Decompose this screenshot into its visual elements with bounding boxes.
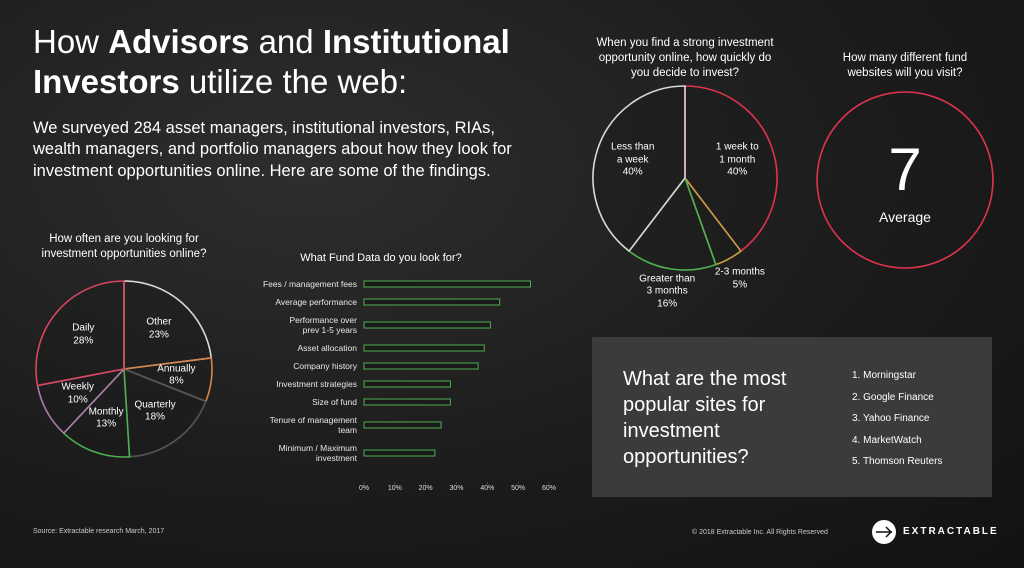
slice-name: 1 week to 1 month — [715, 141, 759, 166]
bar-label: Investment strategies — [276, 378, 357, 389]
source-note: Source: Extractable research March, 2017 — [33, 528, 165, 535]
pie-slice — [592, 85, 686, 252]
site-item: 5. Thomson Reuters — [852, 456, 943, 467]
x-tick-label: 60% — [541, 485, 556, 492]
slice-label: Annually 8% — [126, 363, 226, 388]
slice-name: Monthly — [88, 406, 124, 418]
bar-label: Size of fund — [312, 396, 357, 407]
slice-label: 1 week to 1 month 40% — [687, 142, 787, 180]
bar — [363, 398, 451, 406]
slice-name: Quarterly — [134, 399, 176, 411]
pie-slice — [123, 368, 207, 458]
title-part: utilize the web: — [179, 62, 408, 100]
bar — [363, 298, 501, 306]
slice-name: Less than a week — [611, 141, 655, 166]
question: How many different fund websites will yo… — [842, 52, 968, 79]
pie-slice — [35, 280, 125, 387]
pie-slice — [123, 280, 213, 370]
slice-value: 28% — [73, 335, 94, 347]
slice-label: Weekly 10% — [28, 382, 128, 407]
slice-value: 40% — [727, 166, 748, 178]
slice-value: 23% — [148, 329, 169, 341]
pie-slice — [684, 85, 778, 252]
slice-label: Less than a week 40% — [583, 142, 683, 180]
stat-value: 7 — [888, 136, 922, 203]
title-part: Institutional Investors — [33, 23, 510, 100]
bar — [363, 280, 531, 288]
bar-label: Performance over prev 1-5 years — [289, 314, 357, 335]
bar — [363, 449, 436, 457]
title-part: and — [249, 23, 323, 60]
slice-value: 13% — [96, 418, 117, 430]
x-tick-label: 0% — [358, 485, 370, 492]
bar-label: Company history — [293, 360, 357, 371]
bar — [363, 362, 479, 370]
x-tick-label: 30% — [449, 485, 464, 492]
slice-name: Annually — [157, 363, 196, 375]
slice-name: Weekly — [61, 381, 95, 393]
site-item: 1. Morningstar — [852, 370, 916, 381]
chart-title: What Fund Data do you look for? — [300, 252, 462, 264]
pie-slice — [62, 368, 131, 458]
bar — [363, 380, 451, 388]
copyright: © 2018 Extractable Inc. All Rights Reser… — [692, 529, 828, 536]
slice-label: Quarterly 18% — [105, 399, 205, 424]
title-part: Advisors — [108, 23, 250, 60]
chart-title: When you find a strong investment opport… — [596, 37, 774, 79]
bar-label: Asset allocation — [297, 342, 357, 353]
x-tick-label: 50% — [511, 485, 526, 492]
slice-value: 40% — [622, 166, 643, 178]
slice-value: 18% — [145, 411, 166, 423]
chart-title: How often are you looking for investment… — [41, 233, 207, 260]
slice-label: Daily 28% — [33, 323, 133, 348]
sites-panel — [592, 337, 992, 497]
x-tick-label: 40% — [480, 485, 495, 492]
slice-name: Other — [146, 316, 172, 328]
site-item: 2. Google Finance — [852, 391, 934, 403]
pie-slice — [628, 177, 717, 271]
sites-question: What are the most popular sites for inve… — [623, 368, 787, 468]
bar-label: Average performance — [275, 296, 357, 307]
slice-label: 2-3 months 5% — [690, 267, 790, 292]
site-item: 3. Yahoo Finance — [852, 413, 930, 424]
logo-text: EXTRACTABLE — [903, 526, 999, 537]
stat-ring — [816, 91, 994, 269]
stat-label: Average — [879, 209, 931, 225]
slice-label: Monthly 13% — [56, 406, 156, 431]
bar — [363, 421, 442, 429]
site-item: 4. MarketWatch — [852, 434, 922, 446]
slice-value: 10% — [67, 394, 88, 406]
bar-label: Fees / management fees — [262, 278, 357, 289]
page-title: How Advisors and Institutional Investors… — [33, 22, 553, 101]
slice-name: Daily — [72, 322, 95, 334]
intro-text: We surveyed 284 asset managers, institut… — [33, 119, 512, 180]
slice-value: 5% — [732, 279, 748, 291]
logo-icon — [876, 526, 893, 538]
bar-label: Minimum / Maximum investment — [278, 442, 357, 463]
slice-name: 2-3 months — [714, 266, 765, 278]
slice-value: 16% — [657, 297, 678, 309]
bar — [363, 321, 491, 329]
slice-name: Greater than 3 months — [639, 272, 696, 297]
x-tick-label: 10% — [387, 485, 402, 492]
x-tick-label: 20% — [418, 485, 433, 492]
slice-label: Other 23% — [109, 317, 209, 342]
title-part: How — [33, 23, 109, 60]
bar — [363, 344, 485, 352]
slice-value: 8% — [169, 375, 184, 387]
slice-label: Greater than 3 months 16% — [617, 273, 717, 311]
bar-label: Tenure of management team — [269, 414, 357, 435]
